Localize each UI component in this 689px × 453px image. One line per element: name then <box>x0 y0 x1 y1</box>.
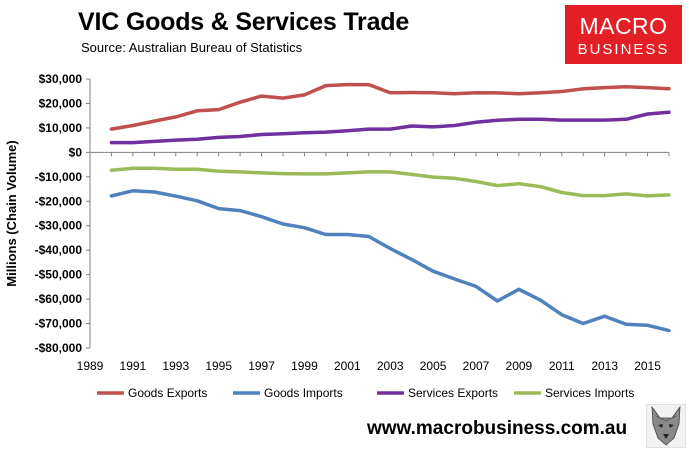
website-url: www.macrobusiness.com.au <box>367 418 628 439</box>
legend-label-goods-exports: Goods Exports <box>128 386 207 400</box>
x-tick-label: 2013 <box>591 359 618 373</box>
logo-line-1: MACRO <box>579 13 668 39</box>
macrobusiness-logo: MACRO BUSINESS <box>565 5 682 64</box>
y-tick-label: -$30,000 <box>35 219 83 233</box>
y-tick-label: -$40,000 <box>35 243 83 257</box>
x-tick-label: 2015 <box>634 359 661 373</box>
series-line-services-imports <box>109 166 671 198</box>
chart-legend: Goods Exports Goods Imports Services Expor… <box>97 386 634 400</box>
y-tick-label: -$50,000 <box>35 268 83 282</box>
y-tick-label: $20,000 <box>39 96 83 110</box>
legend-label-services-exports: Services Exports <box>408 386 498 400</box>
y-tick-label: $0 <box>69 145 83 159</box>
y-tick-label: $10,000 <box>39 121 83 135</box>
legend-label-services-imports: Services Imports <box>545 386 634 400</box>
x-tick-label: 1997 <box>248 359 275 373</box>
y-tick-label: $30,000 <box>39 72 83 86</box>
y-axis-title: Millions (Chain Volume) <box>4 140 19 286</box>
wolf-icon <box>646 404 686 448</box>
x-tick-label: 2007 <box>463 359 490 373</box>
y-tick-label: -$70,000 <box>35 317 83 331</box>
y-tick-label: -$10,000 <box>35 170 83 184</box>
y-tick-label: -$20,000 <box>35 194 83 208</box>
series-line-goods-exports <box>109 82 671 131</box>
y-tick-label: -$80,000 <box>35 341 83 355</box>
series-line-goods-imports <box>109 189 671 333</box>
chart-source: Source: Australian Bureau of Statistics <box>81 40 303 55</box>
x-tick-label: 1993 <box>162 359 189 373</box>
chart-title: VIC Goods & Services Trade <box>78 8 410 36</box>
chart-axes: $30,000 $20,000 $10,000 $0 -$10,000 -$20,000 -… <box>4 72 670 373</box>
x-tick-label: 1999 <box>291 359 318 373</box>
x-tick-label: 2009 <box>506 359 533 373</box>
x-tick-label: 1995 <box>205 359 232 373</box>
chart-series <box>109 82 671 333</box>
x-tick-label: 2011 <box>549 359 575 373</box>
x-tick-label: 2001 <box>334 359 361 373</box>
legend-label-goods-imports: Goods Imports <box>264 386 343 400</box>
x-tick-label: 1989 <box>77 359 104 373</box>
x-tick-label: 1991 <box>120 359 147 373</box>
x-tick-label: 2005 <box>420 359 447 373</box>
y-tick-label: -$60,000 <box>35 292 83 306</box>
logo-line-2: BUSINESS <box>577 41 670 58</box>
x-tick-label: 2003 <box>377 359 404 373</box>
series-line-services-exports <box>109 110 671 145</box>
